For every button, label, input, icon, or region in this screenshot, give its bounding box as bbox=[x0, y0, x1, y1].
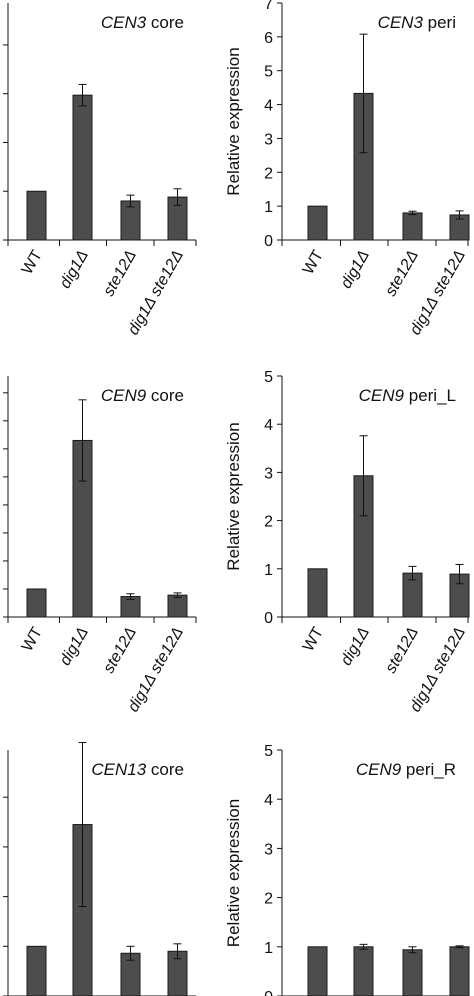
bar bbox=[353, 946, 374, 996]
y-tick-label: 4 bbox=[264, 417, 273, 434]
y-tick-label: 3 bbox=[264, 465, 273, 482]
bar bbox=[449, 946, 470, 996]
chart-panel-4: 0 1 2 3 4 5 Relative expression CEN9 peri_L WT di… bbox=[224, 369, 470, 715]
y-tick-label: 5 bbox=[264, 743, 273, 760]
y-tick-label: 0 bbox=[264, 989, 273, 996]
y-axis-label: Relative expression bbox=[224, 47, 243, 195]
x-tick-label: ste12Δ bbox=[382, 625, 422, 677]
y-tick-label: 0 bbox=[264, 610, 273, 627]
chart-panel-2: 0 1 2 3 4 5 6 7 Relative expression CEN3 peri WT di… bbox=[224, 0, 470, 338]
x-tick-label: WT bbox=[19, 624, 46, 654]
bar bbox=[72, 94, 93, 241]
bar bbox=[167, 594, 188, 618]
y-tick-label: 2 bbox=[264, 514, 273, 531]
x-tick-label: dig1Δ bbox=[57, 625, 92, 669]
y-tick-label: 6 bbox=[264, 30, 273, 47]
y-tick-label: 7 bbox=[264, 0, 273, 13]
y-tick-label: 1 bbox=[264, 199, 273, 216]
y-tick-label: 3 bbox=[264, 841, 273, 858]
y-tick-label: 1 bbox=[264, 940, 273, 957]
bar bbox=[307, 946, 328, 996]
y-tick-label: 2 bbox=[264, 891, 273, 908]
panel-title: CEN3 peri bbox=[378, 13, 456, 32]
panel-title: CEN9 core bbox=[101, 386, 184, 405]
y-tick-label: 3 bbox=[264, 131, 273, 148]
y-axis-label: Relative expression bbox=[224, 422, 243, 570]
y-tick-label: 0 bbox=[264, 233, 273, 250]
x-tick-label: dig1Δ bbox=[57, 248, 92, 292]
y-tick-label: 5 bbox=[264, 369, 273, 386]
x-tick-label: ste12Δ bbox=[100, 625, 140, 677]
panel-title: CEN3 core bbox=[101, 13, 184, 32]
y-tick-label: 5 bbox=[264, 64, 273, 81]
y-axis-label: Relative expression bbox=[224, 799, 243, 947]
x-tick-label: ste12Δ bbox=[382, 248, 422, 300]
x-tick-label: ste12Δ bbox=[100, 248, 140, 300]
bar bbox=[307, 568, 328, 618]
y-tick-label: 2 bbox=[264, 165, 273, 182]
x-tick-label: dig1Δ bbox=[338, 248, 373, 292]
chart-panel-5: CEN13 core bbox=[3, 742, 196, 996]
bar bbox=[402, 212, 423, 241]
bar bbox=[402, 949, 423, 996]
panel-title: CEN9 peri_R bbox=[356, 760, 456, 779]
bar bbox=[26, 588, 47, 618]
bar bbox=[26, 190, 47, 241]
x-tick-label: WT bbox=[300, 247, 327, 277]
chart-panel-6: 0 1 2 3 4 5 Relative expression CEN9 peri_R bbox=[224, 743, 470, 996]
y-tick-label: 4 bbox=[264, 98, 273, 115]
panel-title: CEN13 core bbox=[91, 760, 184, 779]
bar bbox=[26, 945, 47, 996]
bar bbox=[307, 205, 328, 241]
x-tick-label: WT bbox=[300, 624, 327, 654]
y-tick-label: 1 bbox=[264, 562, 273, 579]
x-tick-label: dig1Δ bbox=[338, 625, 373, 669]
x-tick-label: WT bbox=[19, 247, 46, 277]
panel-title: CEN9 peri_L bbox=[359, 386, 456, 405]
y-tick-label: 4 bbox=[264, 792, 273, 809]
